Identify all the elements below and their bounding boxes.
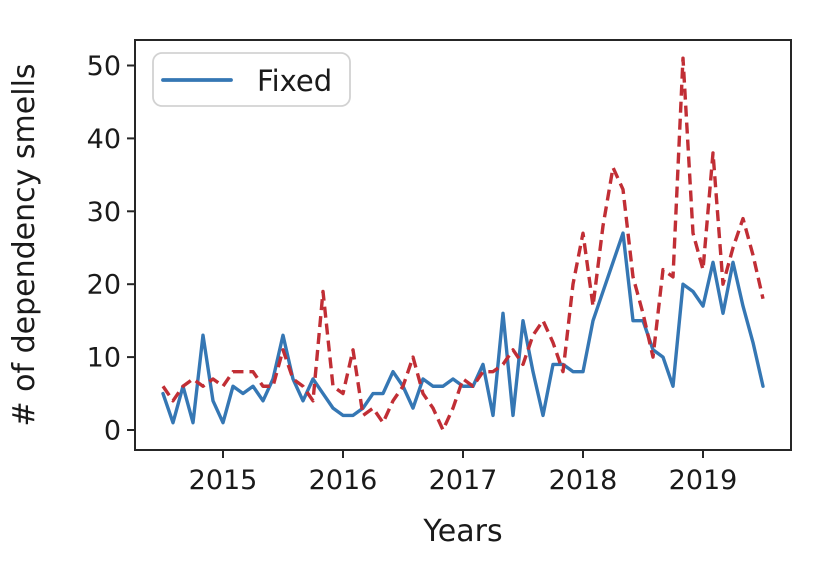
y-tick-label: 30 <box>87 197 121 228</box>
unlabeled-dashed-red-line <box>161 56 765 432</box>
series-lines <box>161 56 765 432</box>
y-tick-label: 40 <box>87 124 121 155</box>
x-axis-label: Years <box>422 514 502 549</box>
legend: Fixed <box>152 52 351 107</box>
x-tick-label: 2017 <box>429 465 498 496</box>
x-tick-label: 2018 <box>549 465 618 496</box>
legend-box <box>152 52 351 107</box>
y-tick-label: 50 <box>87 51 121 82</box>
legend-label-fixed: Fixed <box>257 64 332 98</box>
fixed-line <box>161 231 765 425</box>
y-axis-ticks <box>127 64 135 431</box>
x-tick-label: 2015 <box>189 465 258 496</box>
x-tick-label: 2016 <box>309 465 378 496</box>
x-axis-ticks <box>222 450 704 458</box>
y-tick-label: 10 <box>87 343 121 374</box>
y-tick-label: 0 <box>104 416 121 447</box>
y-axis-label: # of dependency smells <box>7 63 42 426</box>
y-axis-tick-labels: 0 10 20 30 40 50 <box>87 51 121 447</box>
x-axis-tick-labels: 2015 2016 2017 2018 2019 <box>189 465 738 496</box>
y-tick-label: 20 <box>87 270 121 301</box>
x-tick-label: 2019 <box>669 465 738 496</box>
